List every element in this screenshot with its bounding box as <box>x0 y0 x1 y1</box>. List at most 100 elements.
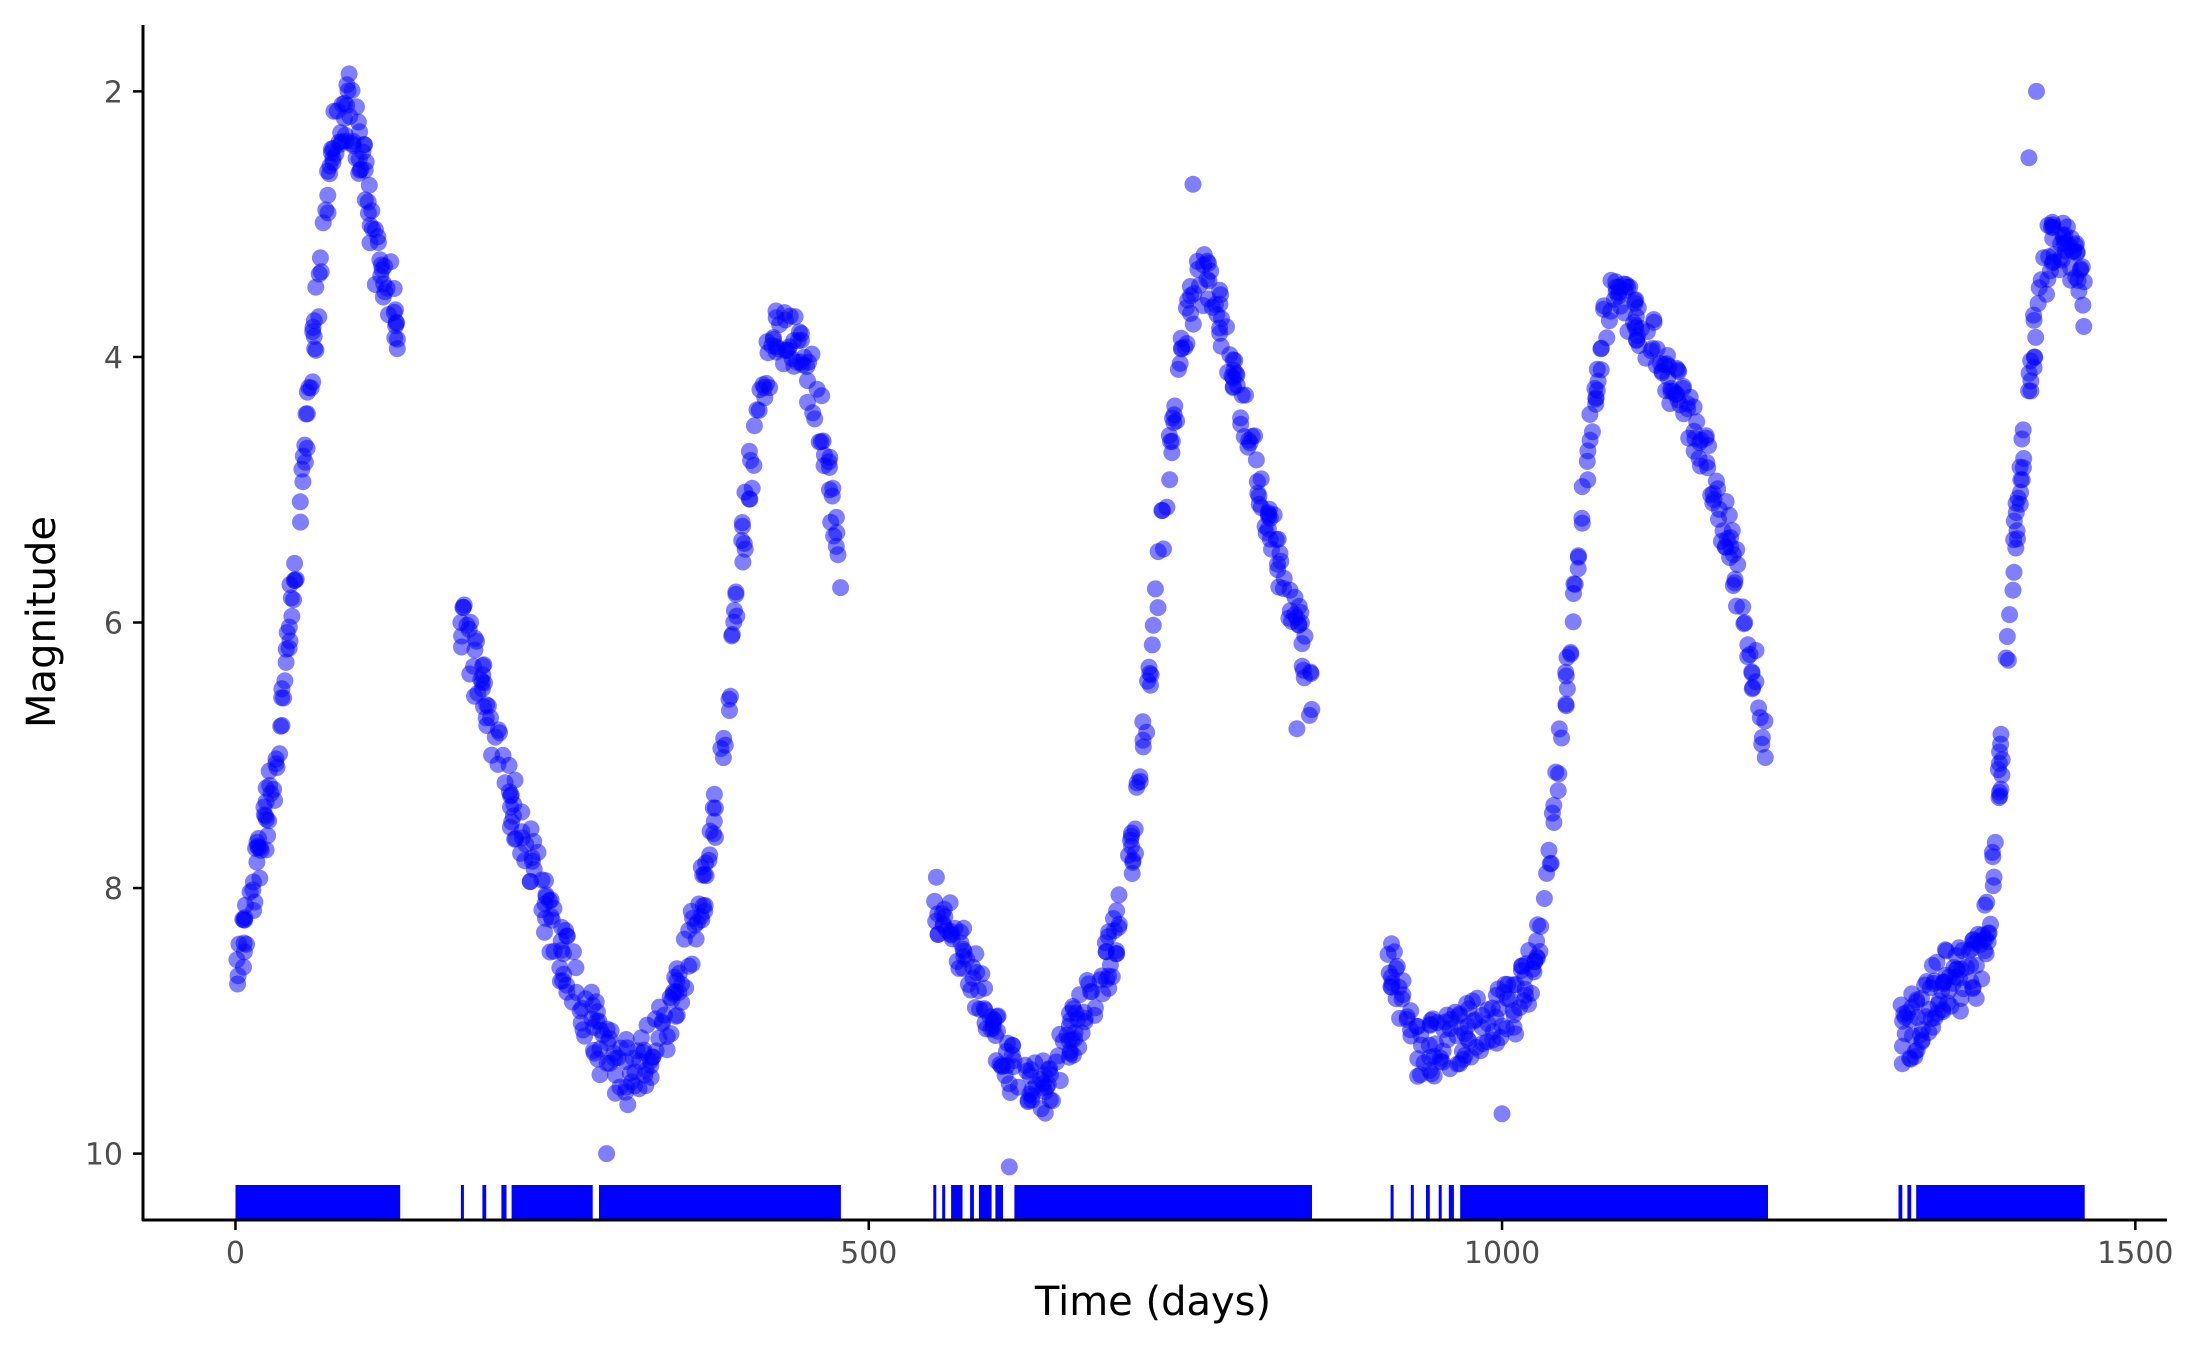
data-point <box>1973 970 1991 988</box>
data-point <box>1468 989 1486 1007</box>
data-point <box>1894 1037 1911 1055</box>
data-point <box>267 755 285 773</box>
data-point <box>1507 976 1525 994</box>
data-point <box>1292 604 1310 621</box>
data-point <box>598 1145 616 1163</box>
data-point <box>619 1096 637 1114</box>
data-point <box>670 964 688 982</box>
data-point <box>1472 1042 1489 1060</box>
y-tick-label: 6 <box>104 607 123 642</box>
data-point <box>1195 246 1213 264</box>
data-point <box>1269 530 1287 548</box>
data-point <box>1146 580 1164 598</box>
data-point <box>452 614 470 631</box>
data-point <box>453 638 470 656</box>
data-point <box>1412 1036 1430 1054</box>
data-point <box>1301 706 1318 724</box>
data-point <box>2022 372 2040 390</box>
data-point <box>1629 299 1647 317</box>
rug-mark <box>460 1185 464 1220</box>
data-point <box>567 959 585 977</box>
data-point <box>2027 328 2045 346</box>
data-point <box>545 899 563 917</box>
data-point <box>503 813 521 831</box>
data-point <box>276 672 294 690</box>
data-point <box>952 934 970 952</box>
data-point <box>291 493 309 511</box>
data-point <box>1134 738 1152 756</box>
data-point <box>734 517 751 535</box>
data-point <box>1456 1046 1474 1064</box>
data-point <box>1108 945 1125 963</box>
rug-mark <box>1448 1185 1454 1220</box>
data-point <box>1951 1002 1969 1020</box>
data-point <box>1483 999 1501 1017</box>
data-point <box>321 165 339 183</box>
data-point <box>1540 841 1558 859</box>
data-point <box>813 387 831 405</box>
data-point <box>230 935 248 953</box>
data-point <box>1380 964 1398 982</box>
data-point <box>1110 918 1128 936</box>
data-point <box>646 1010 664 1028</box>
data-point <box>1928 953 1946 971</box>
rug-mark <box>1438 1185 1442 1220</box>
data-point <box>696 897 714 914</box>
data-point <box>1421 1015 1439 1033</box>
data-point <box>2011 495 2029 513</box>
data-point <box>825 527 843 545</box>
data-point <box>723 626 741 643</box>
data-point <box>1984 877 2002 895</box>
data-point <box>1557 697 1575 715</box>
data-point <box>1184 175 1202 193</box>
rug-layer <box>235 1185 2085 1220</box>
data-point <box>1094 985 1112 1003</box>
data-point <box>307 278 325 296</box>
data-point <box>632 1029 650 1047</box>
data-point <box>1993 751 2011 769</box>
data-point <box>338 76 356 94</box>
data-point <box>767 309 785 327</box>
data-point <box>1393 990 1411 1008</box>
data-point <box>994 1057 1012 1075</box>
data-point <box>1550 765 1568 783</box>
data-point <box>1171 354 1189 372</box>
data-point <box>305 327 323 345</box>
data-point <box>695 866 713 883</box>
data-point <box>228 951 246 969</box>
data-point <box>714 749 732 767</box>
rug-mark <box>933 1185 937 1220</box>
data-point <box>360 176 378 194</box>
data-point <box>1131 773 1149 790</box>
data-point <box>1992 725 2010 743</box>
data-point <box>357 153 375 171</box>
data-point <box>2075 318 2093 335</box>
data-point <box>707 828 724 846</box>
data-point <box>1493 1105 1511 1123</box>
data-point <box>1100 967 1118 985</box>
data-point <box>382 253 400 271</box>
data-point <box>1076 1013 1094 1031</box>
data-point <box>1692 457 1709 475</box>
data-point <box>286 554 304 572</box>
data-point <box>475 656 493 674</box>
data-point <box>1218 318 1235 336</box>
data-point <box>658 1028 676 1045</box>
data-point <box>1228 376 1246 394</box>
rug-mark <box>942 1185 946 1220</box>
y-axis-title: Magnitude <box>19 516 65 728</box>
data-point <box>1000 1158 1018 1176</box>
data-point <box>715 729 733 747</box>
data-point <box>1247 451 1265 469</box>
data-point <box>1246 427 1264 445</box>
data-point <box>296 436 314 454</box>
data-point <box>1138 723 1156 741</box>
x-tick-label: 500 <box>840 1236 897 1271</box>
data-point <box>1394 972 1412 990</box>
data-point <box>1747 673 1765 691</box>
data-point <box>1435 1020 1453 1038</box>
data-point <box>1935 973 1953 991</box>
data-point <box>658 1041 676 1059</box>
data-point <box>2075 273 2093 291</box>
data-point <box>1281 581 1299 599</box>
